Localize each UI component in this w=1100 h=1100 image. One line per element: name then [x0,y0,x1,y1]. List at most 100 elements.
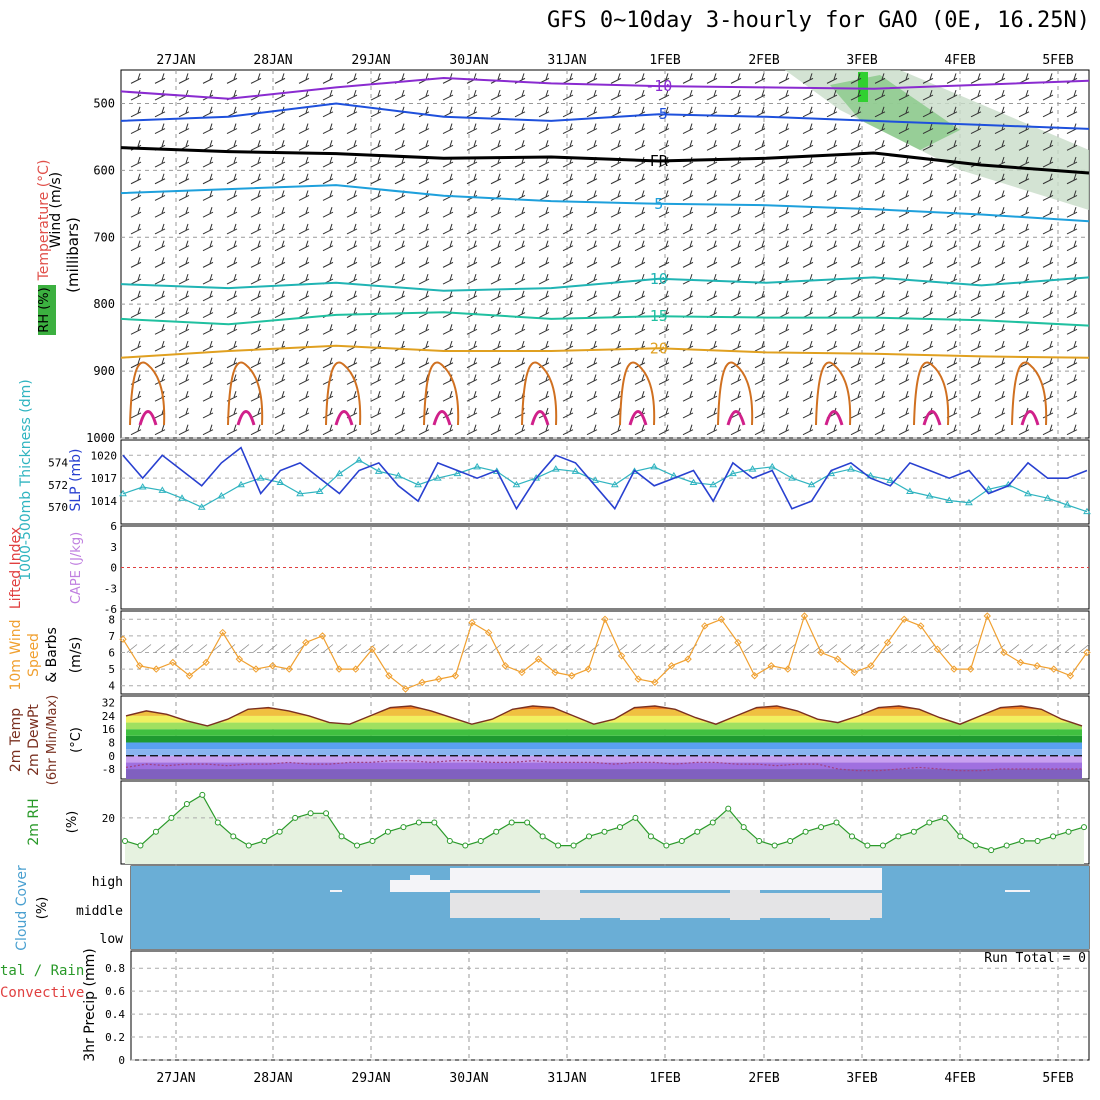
hot-loop [334,410,354,426]
wind-barb-surface [728,644,740,653]
cloud-patch [760,868,772,883]
wind-barb [826,357,838,369]
wind-barb [178,307,190,319]
wind-barb [658,207,670,218]
wind-barb-surface [840,644,852,653]
wind-barb [850,190,862,201]
wind-barb [514,207,526,218]
wind-barb [922,307,934,319]
wind-barb [610,190,622,201]
wind-barb [370,123,382,135]
wind-barb [706,290,718,302]
wind-barb [658,190,670,201]
wind-barb [802,273,814,285]
wind-barb [586,123,598,135]
wind-barb [586,407,598,419]
wind-barb [730,290,742,302]
wind-barb [346,140,358,151]
rh-tick-label: 20 [102,812,115,825]
wind-barb [946,140,958,151]
wind-barb [514,424,526,436]
rh-point [1019,837,1026,844]
wind-barb [874,89,886,101]
wind-barb [802,89,814,101]
warm-loop [619,361,656,426]
wind-barb [778,257,790,268]
wind-barb-surface [1008,644,1020,653]
wind-speed-point [833,655,842,663]
wind-barb [538,257,550,268]
wind-barb [370,424,382,436]
rh-point [895,833,902,840]
wind-barb [898,89,910,101]
wind-barb [754,173,766,185]
wind-barb [634,290,646,302]
wind-speed-point [285,665,293,673]
rh-point [725,805,732,812]
wind-barb [1018,340,1030,352]
wind-barb [994,340,1006,352]
rh-point [323,810,330,817]
wind-barb [226,207,238,218]
wind-barb [1018,240,1030,252]
wind-barb [682,290,694,302]
wind-barb [562,357,574,369]
pressure-tick-label: 800 [93,297,115,311]
wind-barb-surface [224,644,236,653]
wind-barb [970,173,982,185]
wind-barb [394,123,406,135]
wind-barb [1042,106,1054,118]
wind-barb [562,140,574,151]
wind-barb [850,89,862,101]
wind-barb [802,340,814,352]
rh-unit: (%) [65,811,80,834]
rh-point [477,837,484,844]
wind-barb [178,357,190,369]
rh-point [524,819,531,826]
pressure-tick-label: 900 [93,364,115,378]
wind-barb-surface [420,644,432,653]
wind-barb [514,123,526,135]
wind-barb [658,73,670,84]
wind-barb [178,290,190,302]
lifted-tick-label: 6 [110,520,117,533]
wind-barb [946,324,958,335]
thickness-point [551,465,560,472]
wind-barb [946,257,958,268]
wind-barb-surface [434,644,446,653]
wind-barb [658,324,670,335]
rh-point [307,810,314,817]
wind-barb [922,190,934,201]
wind-barb [778,407,790,419]
wind-barb [346,273,358,285]
wind-speed-point [817,648,825,657]
wind-barb [562,407,574,419]
wind-barb [370,207,382,218]
thickness-point [847,465,855,472]
wind-barb [346,89,358,101]
wind-barb [490,357,502,369]
wind-barb [538,374,550,385]
wind-barb [778,391,790,402]
wind-barb [202,240,214,252]
rh-point [848,833,855,840]
wind-barb-surface [350,644,362,653]
wind-barb [802,207,814,218]
wind-barb [130,391,142,402]
pressure-tick-label: 500 [93,96,115,110]
wind-barb [922,223,934,235]
wind-barb [634,190,646,201]
wind-barb [490,123,502,135]
wind-barb [826,190,838,201]
wind-barb [490,374,502,385]
wind-barb [490,140,502,151]
wind-barb [394,257,406,268]
isotherm-label: 15 [650,307,668,325]
wind-barb [538,207,550,218]
wind-barb [946,391,958,402]
wind-barb [202,374,214,385]
cloud-level-label: middle [76,904,123,919]
wind-speed-point [568,672,576,680]
wind-barb-surface [658,644,670,653]
wind-barb [946,240,958,252]
